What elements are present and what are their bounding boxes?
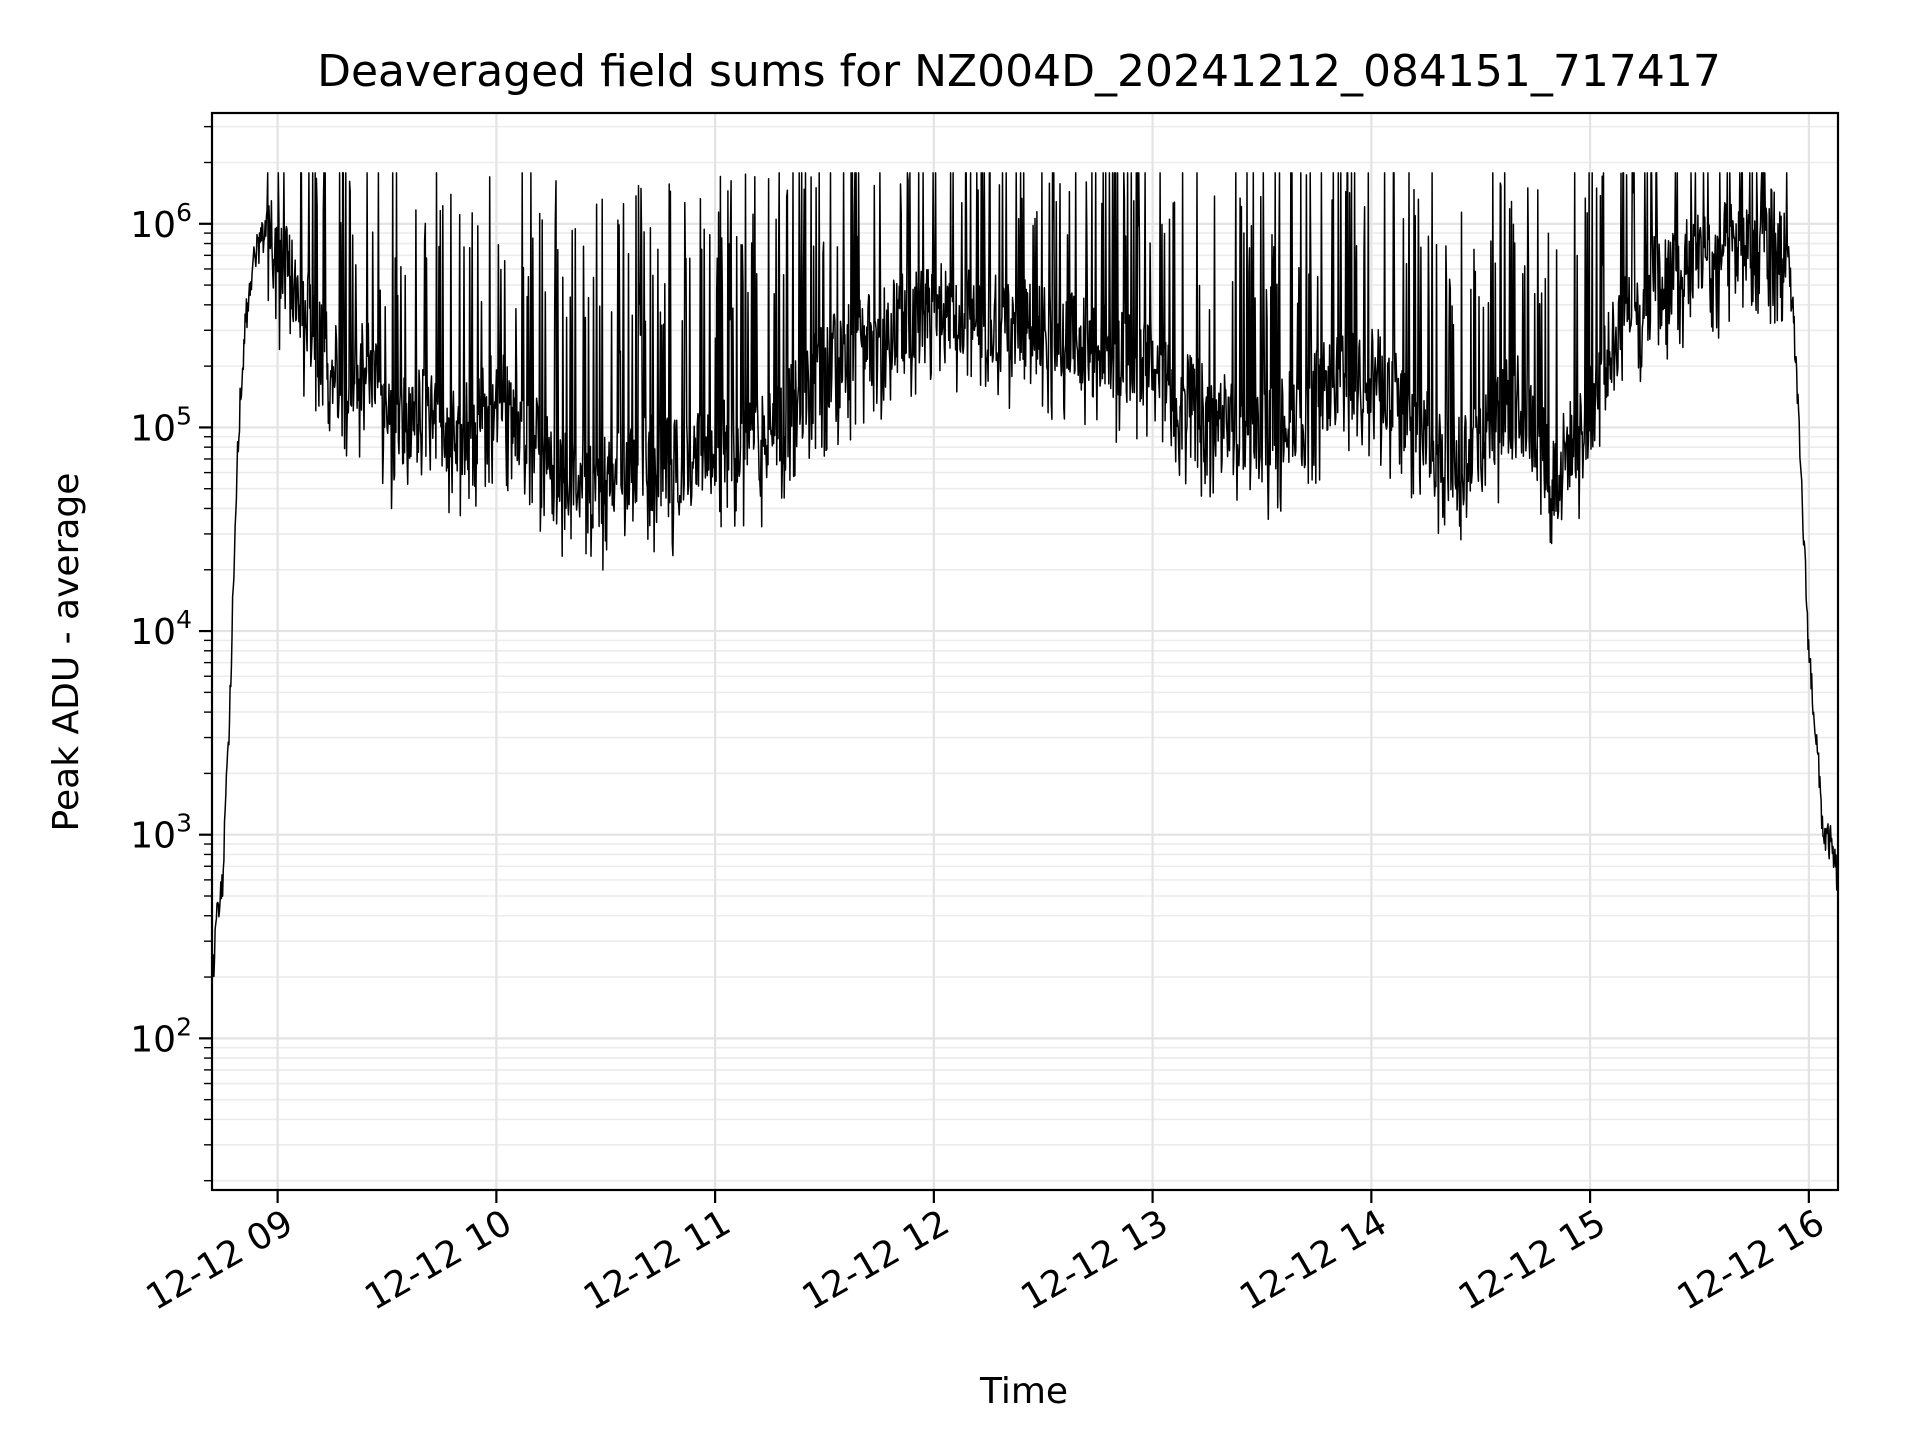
chart-title: Deaveraged field sums for NZ004D_2024121… bbox=[317, 46, 1721, 97]
x-tick-label: 12-12 13 bbox=[1014, 1202, 1175, 1318]
x-tick-label: 12-12 11 bbox=[577, 1202, 738, 1318]
y-tick-label: 105 bbox=[130, 401, 192, 449]
x-axis-label: Time bbox=[979, 1371, 1068, 1412]
series-line bbox=[211, 172, 1839, 982]
x-tick-label: 12-12 12 bbox=[796, 1202, 957, 1318]
y-tick-label: 106 bbox=[130, 198, 192, 246]
y-tick-label: 104 bbox=[130, 605, 192, 653]
y-tick-label: 103 bbox=[130, 809, 192, 857]
y-axis-label: Peak ADU - average bbox=[46, 473, 87, 832]
x-tick-label: 12-12 15 bbox=[1452, 1202, 1613, 1318]
x-tick-label: 12-12 09 bbox=[139, 1202, 300, 1318]
grid bbox=[212, 113, 1838, 1190]
series-layer bbox=[211, 172, 1839, 982]
x-tick-label: 12-12 16 bbox=[1671, 1202, 1832, 1318]
x-axis: 12-12 09 12-12 10 12-12 11 12-12 12 12-12 13… bbox=[139, 1190, 1831, 1319]
x-tick-label: 12-12 10 bbox=[358, 1202, 519, 1318]
y-axis: 102 103 104 105 106 bbox=[130, 125, 212, 1182]
y-tick-label: 102 bbox=[130, 1012, 192, 1060]
x-tick-label: 12-12 14 bbox=[1233, 1202, 1394, 1318]
